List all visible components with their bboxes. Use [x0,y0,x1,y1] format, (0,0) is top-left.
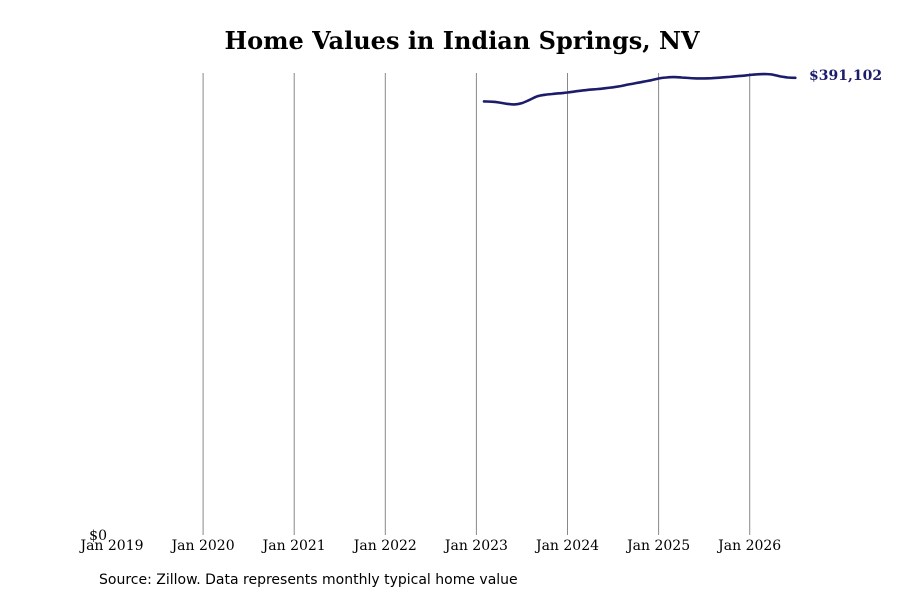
tick-layer: Jan 2019 Jan 2020 Jan 2021 Jan 2022 Jan 2023… [78,538,781,554]
x-tick-label: Jan 2020 [170,538,235,554]
x-tick-label: Jan 2022 [352,538,417,554]
x-tick-label: Jan 2023 [443,538,508,554]
x-tick-label: Jan 2024 [534,538,599,554]
series-line [482,72,797,106]
x-tick-label: Jan 2026 [716,538,781,554]
x-tick-label: Jan 2025 [625,538,690,554]
y-tick-label: $0 [89,528,107,544]
x-tick-label: Jan 2019 [78,538,143,554]
chart-title: Home Values in Indian Springs, NV [224,26,700,55]
x-tick-label: Jan 2021 [261,538,326,554]
grid-layer [202,73,751,535]
source-note: Source: Zillow. Data represents monthly … [99,572,518,588]
end-value-label: $391,102 [809,68,882,84]
